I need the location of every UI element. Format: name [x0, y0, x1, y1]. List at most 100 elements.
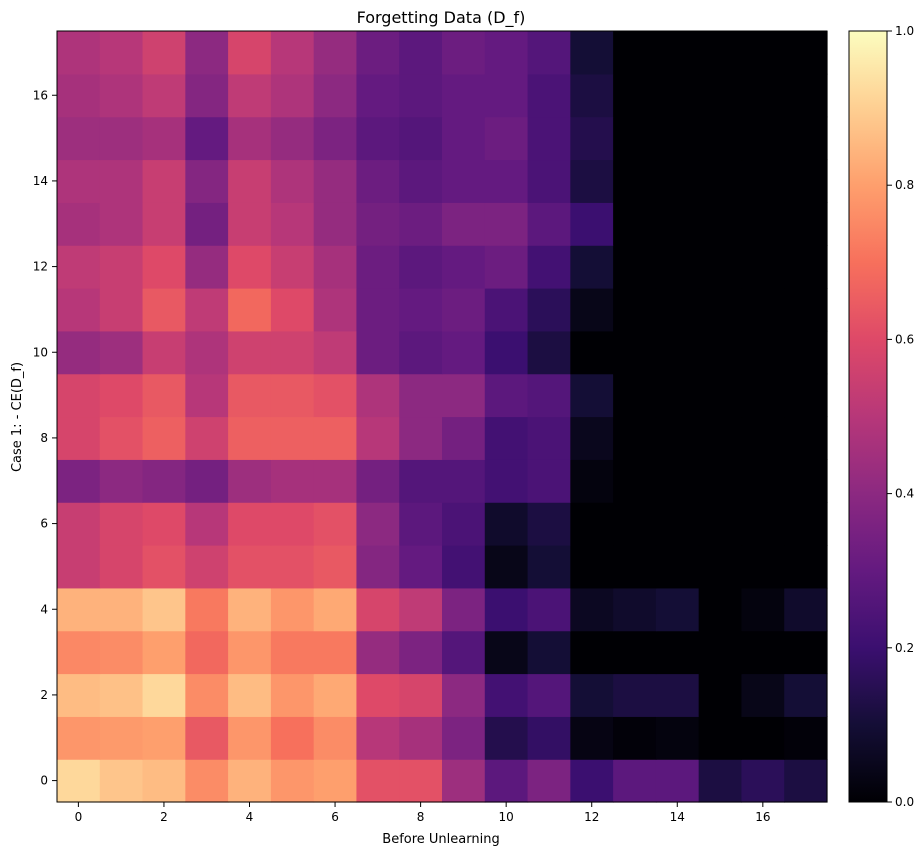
heatmap-cell	[228, 159, 272, 203]
heatmap-cell	[57, 202, 101, 246]
heatmap-cell	[142, 373, 186, 418]
x-axis: 0 2 4 6 8 10 12 14 16	[75, 802, 770, 824]
heatmap-cell	[399, 630, 443, 675]
heatmap-cell	[484, 330, 529, 375]
heatmap-cell	[784, 545, 828, 589]
heatmap-cell	[613, 630, 657, 675]
heatmap-cell	[741, 459, 785, 503]
heatmap-cell	[185, 759, 229, 803]
heatmap-cell	[442, 202, 486, 246]
heatmap-cell	[613, 373, 657, 418]
heatmap-cell	[99, 630, 144, 675]
heatmap-cell	[142, 245, 186, 289]
heatmap-cell	[784, 31, 828, 75]
heatmap-cell	[142, 330, 186, 375]
heatmap-cell	[57, 245, 101, 289]
heatmap-cell	[270, 373, 315, 418]
heatmap-cell	[741, 159, 785, 203]
heatmap-cell	[57, 716, 101, 760]
x-tick-label: 2	[160, 810, 168, 824]
heatmap-cell	[741, 587, 785, 632]
heatmap-cell	[399, 73, 443, 118]
heatmap-cell	[99, 330, 144, 375]
heatmap-cell	[655, 202, 700, 246]
heatmap-cell	[99, 545, 144, 589]
heatmap-cell	[442, 330, 486, 375]
heatmap-cell	[356, 716, 400, 760]
heatmap-cell	[698, 630, 743, 675]
heatmap-cell	[527, 116, 571, 161]
heatmap-cell	[613, 202, 657, 246]
colorbar-tick-label: 0.6	[895, 332, 914, 346]
heatmap-cell	[313, 673, 358, 717]
heatmap-cell	[527, 202, 571, 246]
heatmap-cell	[741, 502, 785, 546]
heatmap-cell	[698, 373, 743, 418]
x-tick-label: 4	[246, 810, 254, 824]
heatmap-cell	[655, 759, 700, 803]
heatmap-cell	[484, 673, 529, 717]
heatmap-cell	[527, 245, 571, 289]
heatmap-cell	[185, 202, 229, 246]
heatmap-cell	[484, 416, 529, 460]
heatmap-cell	[741, 202, 785, 246]
heatmap-cell	[399, 587, 443, 632]
heatmap-cell	[527, 587, 571, 632]
heatmap-cell	[741, 630, 785, 675]
heatmap-cell	[484, 459, 529, 503]
heatmap-cell	[185, 245, 229, 289]
heatmap-cell	[741, 373, 785, 418]
heatmap-cell	[655, 545, 700, 589]
heatmap-cell	[228, 673, 272, 717]
x-tick-label: 10	[499, 810, 514, 824]
heatmap-cell	[484, 73, 529, 118]
heatmap-cell	[442, 630, 486, 675]
heatmap-cell	[570, 759, 614, 803]
heatmap-cell	[527, 416, 571, 460]
colorbar	[849, 31, 887, 802]
heatmap-cell	[228, 288, 272, 332]
heatmap-cell	[613, 31, 657, 75]
heatmap-cell	[313, 502, 358, 546]
heatmap-cell	[570, 416, 614, 460]
heatmap-cell	[741, 245, 785, 289]
heatmap-cell	[784, 288, 828, 332]
plot-frame	[56, 30, 828, 803]
heatmap-cell	[99, 759, 144, 803]
heatmap-cell	[613, 587, 657, 632]
heatmap-cell	[356, 159, 400, 203]
y-tick-label: 14	[33, 174, 48, 188]
heatmap-cell	[613, 502, 657, 546]
heatmap-cell	[741, 673, 785, 717]
heatmap-cell	[655, 416, 700, 460]
heatmap-cell	[399, 373, 443, 418]
heatmap-cell	[442, 716, 486, 760]
heatmap-cell	[356, 673, 400, 717]
heatmap-cell	[613, 545, 657, 589]
heatmap-cell	[442, 245, 486, 289]
heatmap-cell	[655, 288, 700, 332]
colorbar-tick-label: 0.4	[895, 487, 914, 501]
heatmap-cell	[185, 116, 229, 161]
heatmap-cell	[356, 545, 400, 589]
heatmap-cell	[698, 31, 743, 75]
heatmap-cell	[228, 73, 272, 118]
heatmap-cell	[99, 159, 144, 203]
heatmap-cell	[698, 716, 743, 760]
heatmap-cell	[185, 545, 229, 589]
heatmap-cell	[442, 673, 486, 717]
heatmap-cell	[741, 73, 785, 118]
heatmap-cell	[57, 759, 101, 803]
heatmap-cell	[99, 673, 144, 717]
heatmap-cell	[442, 116, 486, 161]
heatmap-cell	[655, 31, 700, 75]
heatmap-cell	[613, 245, 657, 289]
heatmap-cell	[356, 416, 400, 460]
heatmap-cell	[356, 31, 400, 75]
heatmap-cell	[484, 245, 529, 289]
heatmap-cell	[57, 373, 101, 418]
heatmap-cell	[399, 288, 443, 332]
heatmap-cell	[527, 759, 571, 803]
heatmap-cell	[655, 373, 700, 418]
